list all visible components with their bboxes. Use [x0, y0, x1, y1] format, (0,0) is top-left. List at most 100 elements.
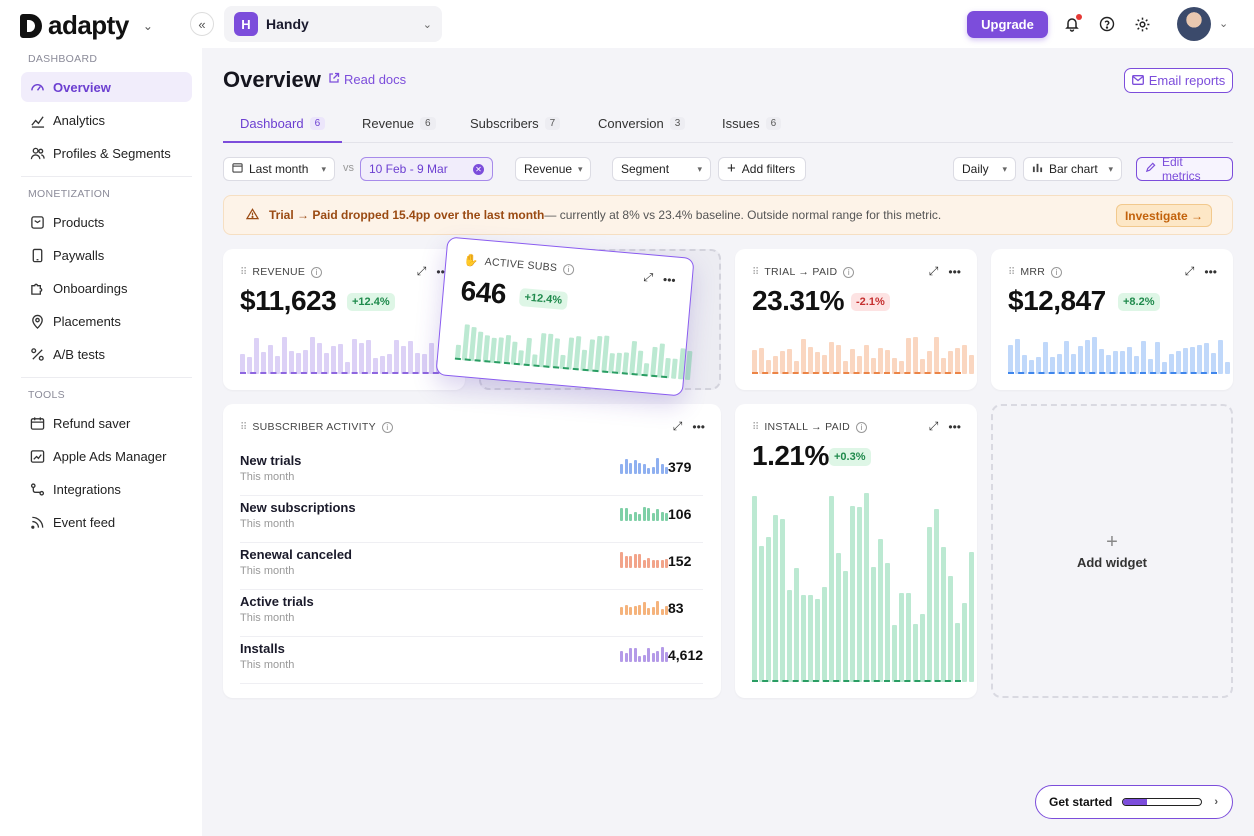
sidebar-item-label: A/B tests: [53, 346, 106, 362]
chart-type-select[interactable]: Bar chart ▾: [1023, 157, 1122, 181]
expand-icon[interactable]: ⤢: [642, 269, 654, 285]
trial-paid-widget[interactable]: ⠿ TRIAL → PAID i ⤢ ••• 23.31% -2.1%: [735, 249, 977, 390]
read-docs-link[interactable]: Read docs: [328, 72, 406, 87]
spark-bar: [282, 337, 287, 374]
drag-handle-icon[interactable]: ⠿: [240, 266, 247, 278]
expand-icon[interactable]: ⤢: [1184, 264, 1195, 278]
gear-icon[interactable]: [1132, 14, 1152, 34]
info-icon[interactable]: i: [1051, 266, 1063, 278]
chevron-down-icon[interactable]: ⌄: [142, 18, 153, 33]
drag-handle-icon[interactable]: ⠿: [752, 421, 759, 433]
email-reports-button[interactable]: Email reports: [1124, 68, 1233, 93]
add-filters-button[interactable]: + Add filters: [718, 157, 806, 181]
subscriber-activity-widget[interactable]: ⠿ SUBSCRIBER ACTIVITY i ⤢ ••• New trials…: [223, 404, 721, 698]
active-subs-widget-dragging[interactable]: ✋ ACTIVE SUBS i ⤢ ••• 646 +12.4%: [435, 236, 695, 397]
period-select[interactable]: Last month ▾: [223, 157, 335, 181]
spark-bar: [1050, 357, 1055, 374]
more-icon[interactable]: •••: [692, 419, 705, 434]
spark-bar: [324, 353, 329, 374]
drag-handle-icon[interactable]: ⠿: [752, 266, 759, 278]
expand-icon[interactable]: ⤢: [928, 264, 939, 278]
spark-bar: [1225, 362, 1230, 374]
sidebar-item-refund-saver[interactable]: Refund saver: [21, 408, 192, 438]
mrr-widget[interactable]: ⠿ MRR i ⤢ ••• $12,847 +8.2%: [991, 249, 1233, 390]
activity-row[interactable]: New trials This month 379: [240, 449, 703, 496]
sidebar-item-analytics[interactable]: Analytics: [21, 105, 192, 135]
app-badge: H: [234, 12, 258, 36]
spark-bar: [624, 508, 628, 521]
more-icon[interactable]: •••: [948, 419, 961, 434]
sidebar-item-apple-ads-manager[interactable]: Apple Ads Manager: [21, 441, 192, 471]
help-icon[interactable]: [1097, 14, 1117, 34]
compare-range-field[interactable]: 10 Feb - 9 Mar ✕: [360, 157, 493, 181]
investigate-button[interactable]: Investigate →: [1115, 204, 1212, 227]
revenue-widget[interactable]: ⠿ REVENUE i ⤢ ••• $11,623 +12.4%: [223, 249, 465, 390]
brand-logo[interactable]: adapty ⌄: [20, 10, 153, 41]
email-reports-label: Email reports: [1148, 73, 1226, 88]
alert-detail: — currently at 8% vs 23.4% baseline. Out…: [544, 208, 942, 222]
upgrade-button[interactable]: Upgrade: [967, 11, 1048, 38]
app-name: Handy: [266, 16, 309, 32]
tab-issues[interactable]: Issues 6: [722, 116, 782, 143]
sidebar-item-placements[interactable]: Placements: [21, 306, 192, 336]
drag-handle-icon[interactable]: ⠿: [1008, 266, 1015, 278]
info-icon[interactable]: i: [856, 421, 868, 433]
grab-hand-icon[interactable]: ✋: [462, 252, 480, 269]
chevron-down-icon[interactable]: ⌄: [1219, 18, 1229, 30]
spark-bar: [387, 354, 392, 374]
sidebar-item-integrations[interactable]: Integrations: [21, 474, 192, 504]
expand-icon[interactable]: ⤢: [672, 419, 683, 433]
info-icon[interactable]: i: [562, 263, 575, 276]
sidebar-item-products[interactable]: Products: [21, 207, 192, 237]
tab-dashboard[interactable]: Dashboard 6: [223, 116, 343, 143]
sidebar-item-event-feed[interactable]: Event feed: [21, 507, 192, 537]
spark-bar: [836, 345, 841, 374]
spark-bar: [620, 508, 623, 521]
spark-bar: [651, 467, 655, 474]
activity-row[interactable]: Installs This month 4,612: [240, 637, 703, 684]
drag-handle-icon[interactable]: ⠿: [240, 421, 247, 433]
sidebar-item-paywalls[interactable]: Paywalls: [21, 240, 192, 270]
spark-bar: [345, 362, 350, 374]
sidebar-item-label: Paywalls: [53, 247, 105, 263]
tab-conversion[interactable]: Conversion 3: [598, 116, 686, 143]
collapse-sidebar-button[interactable]: «: [190, 12, 214, 36]
tab-revenue[interactable]: Revenue 6: [362, 116, 436, 143]
metric-value: Revenue: [524, 162, 573, 176]
sidebar-item-ab-tests[interactable]: A/B tests: [21, 339, 192, 369]
info-icon[interactable]: i: [381, 421, 393, 433]
sidebar-item-overview[interactable]: Overview: [21, 72, 192, 102]
edit-metrics-button[interactable]: Edit metrics: [1136, 155, 1233, 183]
logo-mark-icon: [20, 13, 42, 38]
info-icon[interactable]: i: [843, 266, 855, 278]
avatar[interactable]: [1177, 7, 1211, 41]
activity-row[interactable]: New subscriptions This month 106: [240, 496, 703, 543]
spark-bar: [1197, 345, 1202, 374]
delta-badge: +12.4%: [347, 293, 395, 311]
metric-select[interactable]: Revenue ▾: [515, 157, 591, 181]
get-started-button[interactable]: Get started ›: [1035, 785, 1233, 819]
segment-select[interactable]: Segment ▾: [612, 157, 711, 181]
add-widget-slot[interactable]: + Add widget: [991, 404, 1233, 698]
install-paid-widget[interactable]: ⠿ INSTALL → PAID i ⤢ ••• 1.21% +0.3%: [735, 404, 977, 698]
sidebar-item-onboardings[interactable]: Onboardings: [21, 273, 192, 303]
more-icon[interactable]: •••: [1204, 264, 1217, 279]
tab-label: Issues: [722, 116, 760, 131]
more-icon[interactable]: •••: [948, 264, 961, 279]
expand-icon[interactable]: ⤢: [928, 419, 939, 433]
tab-subscribers[interactable]: Subscribers 7: [470, 116, 561, 143]
app-switcher[interactable]: H Handy ⌄: [224, 6, 442, 42]
widget-baseline: [240, 372, 449, 374]
bell-icon[interactable]: [1062, 14, 1082, 34]
activity-row[interactable]: Active trials This month 83: [240, 590, 703, 637]
granularity-select[interactable]: Daily ▾: [953, 157, 1016, 181]
sidebar-section-title: TOOLS: [28, 389, 65, 401]
activity-row[interactable]: Renewal canceled This month 152: [240, 543, 703, 590]
sidebar-item-profiles-segments[interactable]: Profiles & Segments: [21, 138, 192, 168]
spark-bar: [373, 358, 378, 374]
expand-icon[interactable]: ⤢: [416, 264, 427, 278]
clear-icon[interactable]: ✕: [473, 163, 484, 175]
info-icon[interactable]: i: [311, 266, 323, 278]
spark-bar: [1099, 349, 1104, 374]
more-icon[interactable]: •••: [662, 271, 677, 287]
